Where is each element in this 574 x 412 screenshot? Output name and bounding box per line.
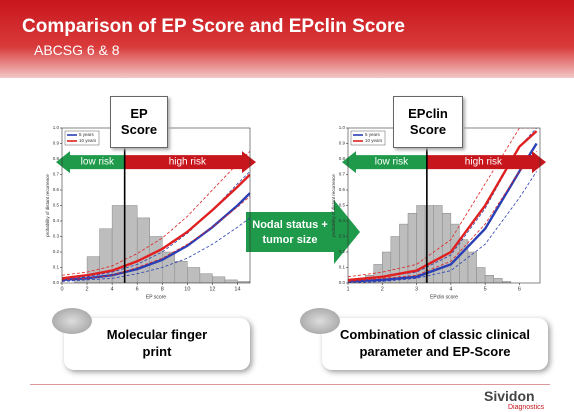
risk-label: low risk xyxy=(375,157,409,168)
y-tick-label: 0.9 xyxy=(339,141,346,146)
x-tick-label: 4 xyxy=(111,286,114,292)
histogram-bar xyxy=(476,267,486,283)
y-tick-label: 0.0 xyxy=(53,280,60,285)
histogram-bar xyxy=(459,239,469,283)
x-tick-label: 14 xyxy=(234,286,240,292)
high-risk-arrow xyxy=(124,151,257,174)
x-tick-label: 6 xyxy=(136,286,139,292)
legend-label: 5 years xyxy=(365,132,381,137)
y-tick-label: 0.2 xyxy=(339,249,346,254)
histogram-bar xyxy=(493,278,503,283)
x-axis-label: EPclin score xyxy=(430,294,458,300)
y-tick-label: 0.1 xyxy=(53,265,60,270)
y-axis-label: probability of distant recurrence xyxy=(45,174,50,237)
y-tick-label: 0.9 xyxy=(53,141,60,146)
text-box: Combination of classic clinical paramete… xyxy=(322,318,548,370)
x-tick-label: 2 xyxy=(86,286,89,292)
y-tick-label: 0.2 xyxy=(53,249,60,254)
low-risk-arrow xyxy=(56,151,125,174)
logo: Sividon xyxy=(484,388,535,404)
title: Comparison of EP Score and EPclin Score xyxy=(22,16,405,37)
ci-lower xyxy=(348,150,537,282)
box-text: Combination of classic clinical paramete… xyxy=(340,327,530,359)
arrow-text: tumor size xyxy=(262,234,317,246)
ci-upper xyxy=(62,150,250,276)
high-risk-arrow xyxy=(426,151,546,174)
x-tick-label: 5 xyxy=(484,286,487,292)
risk-label: high risk xyxy=(169,157,207,168)
legend-label: 5 years xyxy=(79,132,95,137)
x-tick-label: 0 xyxy=(60,286,63,292)
y-tick-label: 0.8 xyxy=(53,156,60,161)
y-tick-label: 0.0 xyxy=(339,280,346,285)
histogram-bar xyxy=(484,275,494,283)
y-tick-label: 0.6 xyxy=(53,187,60,192)
y-tick-label: 0.3 xyxy=(53,234,60,239)
y-tick-label: 0.4 xyxy=(53,218,60,223)
y-tick-label: 0.3 xyxy=(339,234,346,239)
legend-label: 10 years xyxy=(365,138,383,143)
y-tick-label: 0.7 xyxy=(53,172,60,177)
x-tick-label: 3 xyxy=(415,286,418,292)
x-tick-label: 12 xyxy=(209,286,215,292)
legend-label: 10 years xyxy=(79,138,97,143)
y-tick-label: 1.0 xyxy=(339,125,346,130)
logo-sub: Diagnostics xyxy=(508,404,545,411)
header xyxy=(0,0,574,78)
subtitle: ABCSG 6 & 8 xyxy=(34,42,120,58)
x-tick-label: 10 xyxy=(184,286,190,292)
x-tick-label: 6 xyxy=(518,286,521,292)
histogram-bar xyxy=(224,279,238,283)
histogram-bar xyxy=(212,276,226,283)
series-line xyxy=(62,192,250,282)
x-tick-label: 2 xyxy=(381,286,384,292)
series-line xyxy=(62,173,250,280)
risk-label: high risk xyxy=(465,157,503,168)
histogram-bar xyxy=(502,281,512,283)
y-tick-label: 0.5 xyxy=(53,203,60,208)
low-risk-arrow xyxy=(342,151,427,174)
text-box: Molecular finger print xyxy=(64,318,250,370)
histogram-bar xyxy=(174,261,188,283)
arrow-text: Nodal status + xyxy=(252,219,328,231)
histogram-bar xyxy=(199,273,213,283)
y-tick-label: 0.6 xyxy=(339,187,346,192)
fingerprint-icon xyxy=(300,308,340,334)
histogram-bar xyxy=(187,267,201,283)
y-tick-label: 0.1 xyxy=(339,265,346,270)
series-line xyxy=(348,142,538,283)
x-tick-label: 1 xyxy=(346,286,349,292)
process-arrow xyxy=(246,200,360,264)
ci-lower xyxy=(62,217,250,282)
y-tick-label: 0.4 xyxy=(339,218,346,223)
x-axis-label: EP score xyxy=(146,294,166,300)
box-text: Molecular finger print xyxy=(106,327,208,359)
y-tick-label: 0.8 xyxy=(339,156,346,161)
fingerprint-icon xyxy=(52,308,92,334)
ci-upper xyxy=(348,128,537,278)
y-axis-label: probability of distant recurrence xyxy=(331,174,336,237)
x-tick-label: 8 xyxy=(161,286,164,292)
risk-label: low risk xyxy=(81,157,115,168)
x-tick-label: 4 xyxy=(449,286,452,292)
footer-rule xyxy=(30,384,550,385)
plot xyxy=(62,150,250,283)
y-tick-label: 1.0 xyxy=(53,125,60,130)
cutoff-callout: EPclin Score xyxy=(393,96,463,148)
cutoff-callout: EP Score xyxy=(110,96,168,148)
plot xyxy=(348,128,538,283)
y-tick-label: 0.7 xyxy=(339,172,346,177)
series-line xyxy=(348,130,538,282)
y-tick-label: 0.5 xyxy=(339,203,346,208)
